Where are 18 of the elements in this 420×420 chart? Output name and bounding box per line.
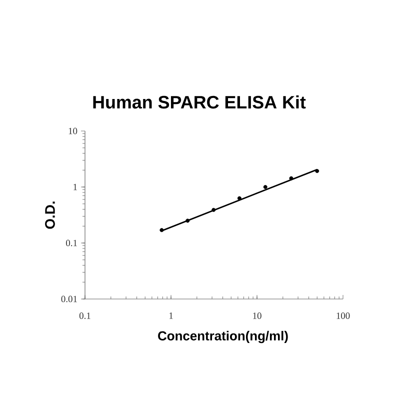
x-tick-label: 1 [169, 312, 173, 319]
x-tick-label: 100 [336, 312, 350, 319]
point [186, 218, 190, 223]
x-tick-label: 10 [253, 312, 262, 319]
y-axis-title: O.D. [45, 202, 55, 229]
y-tick-label: 10 [68, 128, 78, 134]
x-tick-label: 0.1 [79, 312, 90, 319]
point [315, 169, 320, 174]
y-tick-label: 1 [74, 184, 77, 190]
point [289, 176, 294, 180]
point [212, 208, 216, 212]
chart-title: Human SPARC ELISA Kit [93, 95, 306, 109]
point [160, 228, 164, 232]
x-axis-title: Concentration(ng/ml) [158, 330, 288, 344]
point [263, 185, 268, 189]
y-tick-label: 0.1 [66, 240, 77, 246]
point [237, 196, 242, 200]
y-tick-label: 0.01 [61, 296, 77, 302]
